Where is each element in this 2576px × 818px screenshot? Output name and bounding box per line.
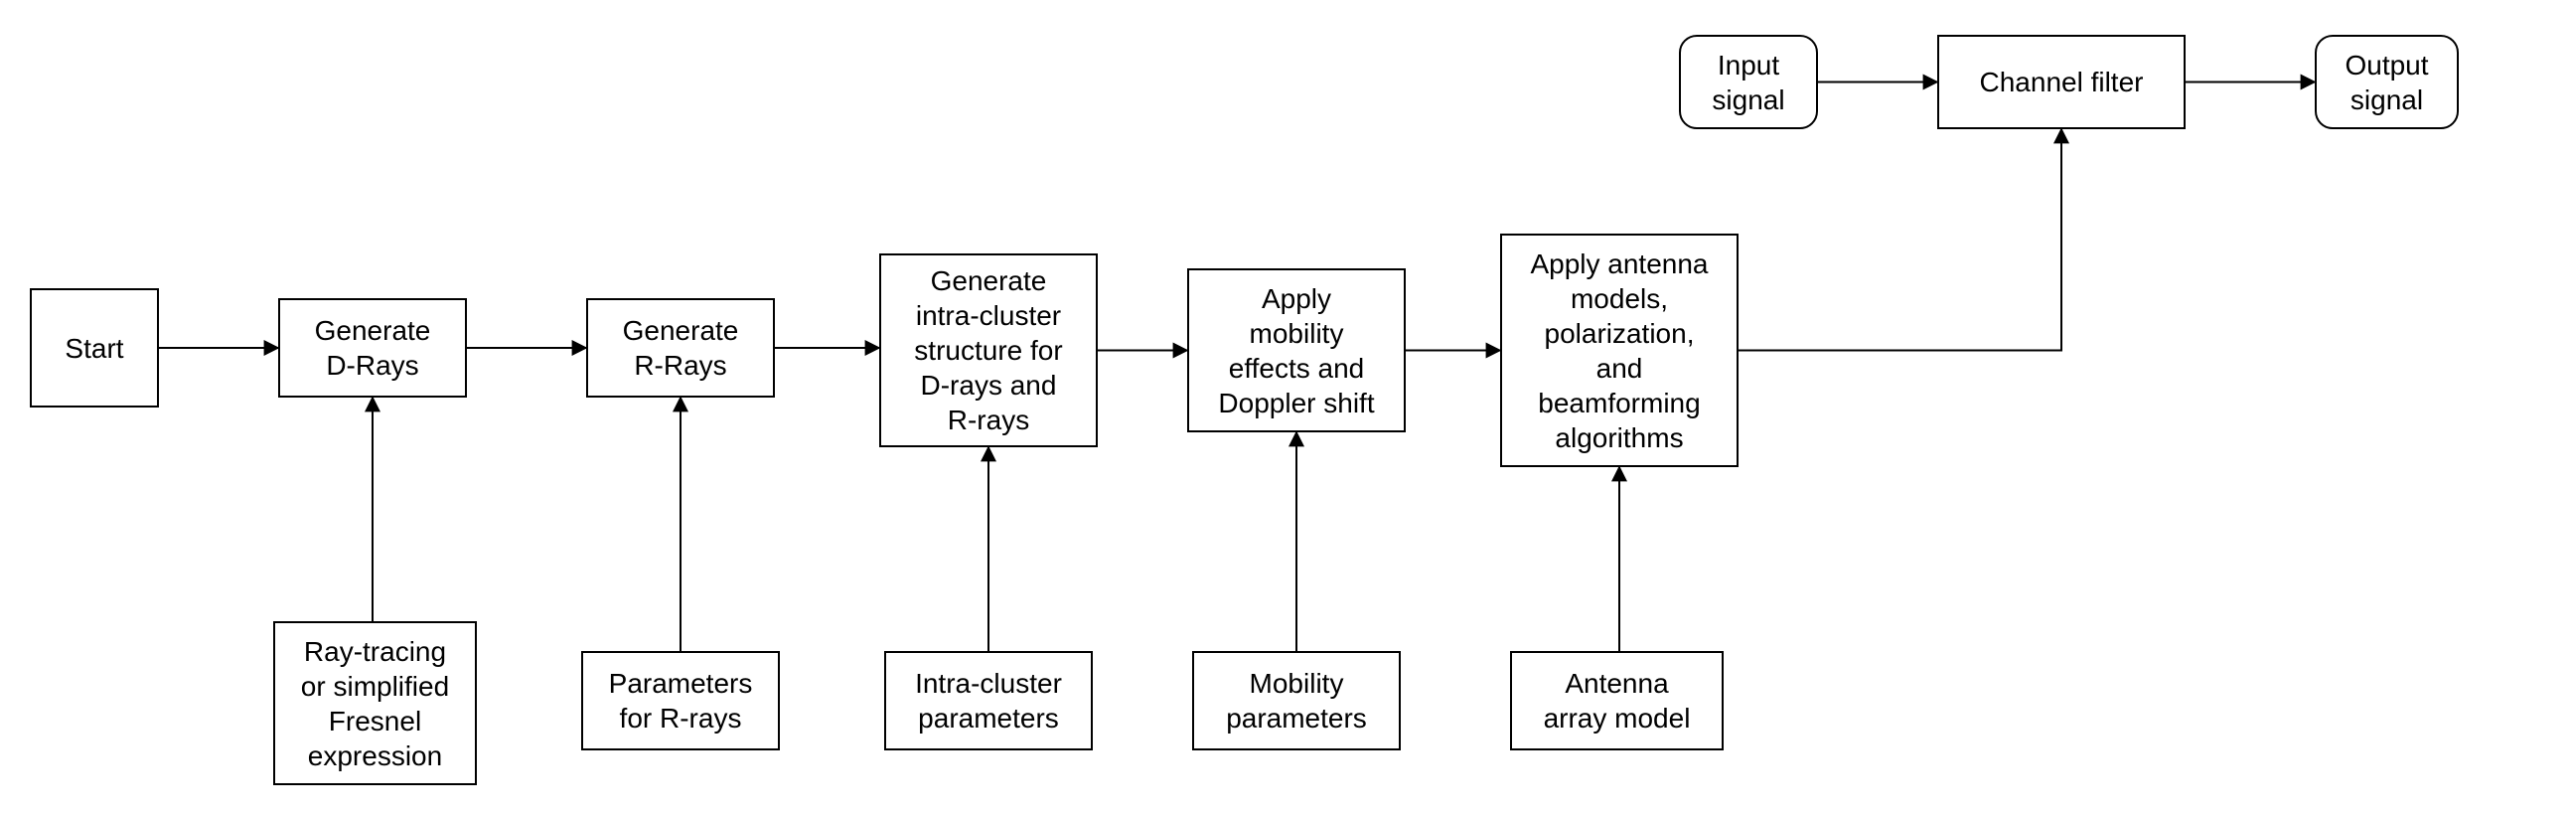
node-label: Apply antennamodels,polarization,andbeam… [1530,246,1708,455]
node-label: Mobilityparameters [1226,666,1367,736]
node-label: Intra-clusterparameters [915,666,1062,736]
node-label: Inputsignal [1712,48,1784,117]
flowchart-canvas: Start GenerateD-Rays GenerateR-Rays Generat… [0,0,2576,818]
node-gen_r: GenerateR-Rays [586,298,775,398]
node-label: Outputsignal [2345,48,2428,117]
node-label: Channel filter [1980,65,2144,99]
node-label: Ray-tracingor simplifiedFresnelexpressio… [301,634,449,773]
edge-antenna-to-chan_filter [1739,129,2061,351]
node-output_sig: Outputsignal [2315,35,2459,129]
node-param_r: Parametersfor R-rays [581,651,780,750]
node-param_mob: Mobilityparameters [1192,651,1401,750]
node-param_ant: Antennaarray model [1510,651,1724,750]
node-mobility: Applymobilityeffects andDoppler shift [1187,268,1406,432]
node-intra: Generateintra-clusterstructure forD-rays… [879,253,1098,447]
node-start: Start [30,288,159,408]
node-gen_d: GenerateD-Rays [278,298,467,398]
node-input_sig: Inputsignal [1679,35,1818,129]
node-label: GenerateD-Rays [315,313,431,383]
node-label: GenerateR-Rays [623,313,739,383]
node-chan_filter: Channel filter [1937,35,2186,129]
node-label: Start [65,331,123,366]
node-label: Applymobilityeffects andDoppler shift [1218,281,1374,420]
node-antenna: Apply antennamodels,polarization,andbeam… [1500,234,1739,467]
node-param_intra: Intra-clusterparameters [884,651,1093,750]
node-label: Parametersfor R-rays [609,666,753,736]
node-label: Generateintra-clusterstructure forD-rays… [914,263,1062,437]
node-fresnel: Ray-tracingor simplifiedFresnelexpressio… [273,621,477,785]
node-label: Antennaarray model [1544,666,1691,736]
